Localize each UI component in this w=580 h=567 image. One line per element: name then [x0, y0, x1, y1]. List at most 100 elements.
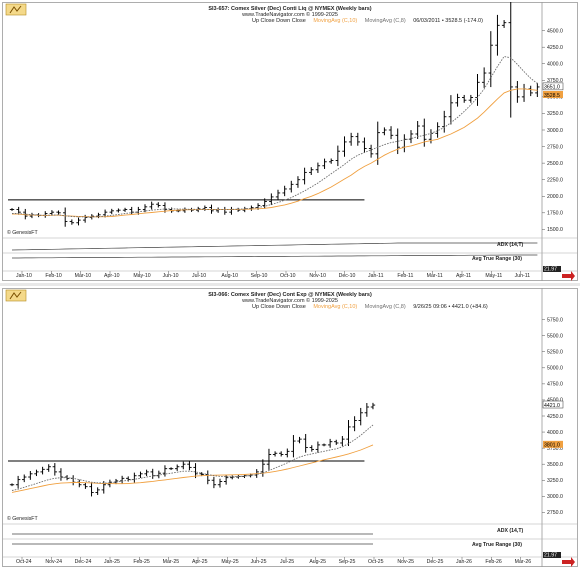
- x-tick-label: Nov-24: [45, 559, 62, 565]
- chart-panel-silver-2010: 1500.0 1750.0 2000.0 2250.0 2500.0 2750.0 3000…: [2, 2, 578, 281]
- chart-legend: Up Close Down Close MovingAvg (C,10) Mov…: [252, 304, 494, 310]
- x-tick-label: Dec-25: [427, 559, 444, 565]
- x-tick-label: May-11: [485, 273, 502, 279]
- x-tick-label: Mar-10: [75, 273, 92, 279]
- adx-label: ADX (14,T): [497, 528, 524, 534]
- x-tick-label: Dec-24: [75, 559, 92, 565]
- y-tick-label: 5750.0: [547, 317, 563, 323]
- atr-line: [12, 254, 538, 259]
- ma8-line: [12, 56, 538, 218]
- price-highlight-label: 3528.5: [544, 93, 560, 99]
- y-tick-label: 1750.0: [547, 211, 563, 217]
- legend-ma8: MovingAvg (C,8): [364, 18, 406, 24]
- logo-mark: [9, 291, 22, 300]
- atr-value-label: 21.97: [544, 267, 557, 273]
- atr-label: Avg True Range (30): [472, 542, 522, 548]
- chart-frame: [2, 2, 578, 281]
- y-tick-label: 5250.0: [547, 350, 563, 356]
- y-tick-label: 2750.0: [547, 510, 563, 516]
- y-tick-label: 2250.0: [547, 177, 563, 183]
- y-tick-label: 4500.0: [547, 398, 563, 404]
- price-chart-top[interactable]: 1500.0 1750.0 2000.0 2250.0 2500.0 2750.0 3000…: [2, 2, 578, 281]
- y-tick-label: 2000.0: [547, 194, 563, 200]
- y-tick-label: 2750.0: [547, 144, 563, 150]
- genesis-credit: © GenesisFT: [7, 229, 38, 236]
- ma10-line: [11, 444, 374, 493]
- price-highlight-box: [543, 90, 563, 98]
- x-tick-label: Feb-11: [397, 273, 413, 279]
- x-tick-label: Jun-25: [251, 559, 267, 565]
- panel-separator: [0, 283, 580, 286]
- y-tick-label: 3250.0: [547, 111, 563, 117]
- x-tick-label: Nov-10: [309, 273, 326, 279]
- atr-value-box: [543, 266, 561, 272]
- x-tick-label: Mar-25: [163, 559, 180, 565]
- y-tick-label: 3000.0: [547, 494, 563, 500]
- price-box-label: 3651.0: [544, 85, 560, 91]
- legend-ma8: MovingAvg (C,8): [364, 304, 406, 310]
- price-box-label: 4421.0: [544, 403, 560, 409]
- x-tick-label: Dec-10: [339, 273, 356, 279]
- arrow-right-icon: [562, 271, 575, 281]
- y-tick-label: 4750.0: [547, 382, 563, 388]
- chart-frame: [2, 288, 578, 567]
- y-tick-label: 3750.0: [547, 446, 563, 452]
- x-tick-label: Jun-11: [515, 273, 531, 279]
- genesis-credit: © GenesisFT: [7, 515, 38, 522]
- x-tick-label: Oct-24: [16, 559, 32, 565]
- price-highlight-box: [543, 440, 563, 448]
- price-chart-bottom[interactable]: 2750.0 3000.0 3250.0 3500.0 3750.0 4000.0 4250…: [2, 288, 578, 567]
- price-box: [542, 400, 564, 409]
- x-tick-label: Feb-26: [485, 559, 502, 565]
- x-tick-label: Oct-25: [368, 559, 384, 565]
- x-tick-label: May-10: [133, 273, 150, 279]
- x-tick-label: Feb-10: [45, 273, 62, 279]
- x-tick-label: May-25: [221, 559, 238, 565]
- logo-mark: [9, 5, 22, 14]
- x-tick-label: Apr-25: [192, 559, 208, 565]
- x-tick-label: Jan-26: [456, 559, 472, 565]
- x-tick-label: Oct-10: [280, 273, 296, 279]
- x-tick-label: Apr-11: [456, 273, 471, 279]
- y-tick-label: 4250.0: [547, 414, 563, 420]
- price-highlight-label: 3801.0: [544, 443, 560, 449]
- x-tick-label: Sep-25: [339, 559, 356, 565]
- x-tick-label: Jul-25: [280, 559, 294, 565]
- chart-site: www.TradeNavigator.com © 1999-2025: [242, 298, 338, 304]
- ma8-line: [11, 424, 374, 491]
- legend-ma10: MovingAvg (C,10): [313, 304, 358, 310]
- logo-icon: [5, 289, 27, 302]
- y-tick-label: 4250.0: [547, 45, 563, 51]
- atr-value-box: [543, 552, 561, 558]
- y-tick-label: 3000.0: [547, 128, 563, 134]
- x-tick-label: Apr-10: [104, 273, 120, 279]
- x-tick-label: Jan-10: [16, 273, 32, 279]
- x-tick-label: Feb-25: [133, 559, 150, 565]
- x-tick-label: Sep-10: [251, 273, 268, 279]
- atr-label: Avg True Range (30): [472, 256, 522, 262]
- legend-up-down: Up Close Down Close: [252, 304, 306, 310]
- x-tick-label: Jun-10: [163, 273, 179, 279]
- y-tick-label: 4000.0: [547, 430, 563, 436]
- adx-line: [11, 242, 538, 251]
- arrow-right-icon: [562, 557, 575, 567]
- legend-ma10: MovingAvg (C,10): [313, 18, 358, 24]
- x-tick-label: Jul-10: [192, 273, 206, 279]
- x-tick-label: Jan-25: [104, 559, 120, 565]
- x-tick-label: Mar-26: [515, 559, 532, 565]
- y-tick-label: 3500.0: [547, 462, 563, 468]
- chart-title: SI3-657: Comex Silver (Dec) Conti Liq @ …: [208, 6, 372, 12]
- y-tick-label: 5000.0: [547, 366, 563, 372]
- y-tick-label: 2500.0: [547, 161, 563, 167]
- y-tick-label: 3750.0: [547, 78, 563, 84]
- x-tick-label: Aug-10: [221, 273, 238, 279]
- adx-label: ADX (14,T): [497, 242, 524, 248]
- chart-site: www.TradeNavigator.com © 1999-2025: [242, 12, 338, 18]
- chart-panel-silver-2025: 2750.0 3000.0 3250.0 3500.0 3750.0 4000.0 4250…: [2, 288, 578, 567]
- legend-readout: 9/26/25 09:06 • 4421.0 (+84.6): [413, 304, 488, 310]
- x-tick-label: Aug-25: [309, 559, 326, 565]
- x-tick-label: Jan-11: [368, 273, 384, 279]
- legend-readout: 06/03/2011 • 3528.5 (-174.0): [413, 18, 483, 24]
- y-tick-label: 4000.0: [547, 62, 563, 68]
- y-tick-label: 3250.0: [547, 478, 563, 484]
